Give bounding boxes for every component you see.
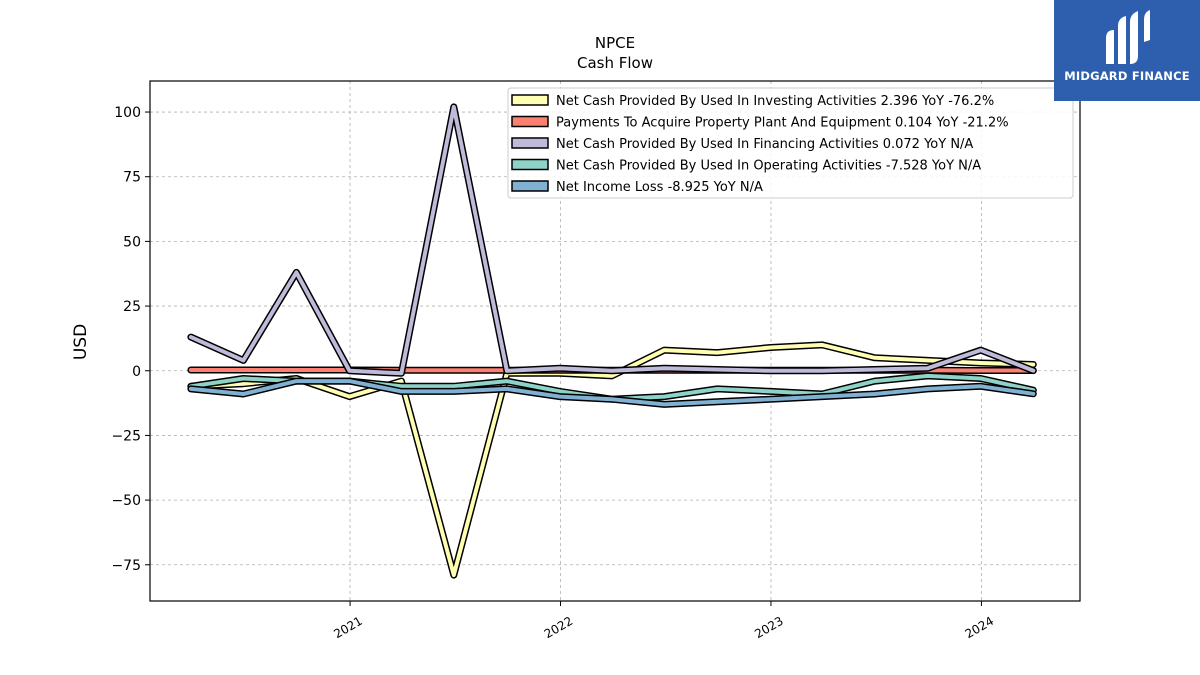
series-line	[188, 104, 1036, 376]
brand-name: MIDGARD FINANCE	[1064, 69, 1190, 83]
legend-label: Net Cash Provided By Used In Financing A…	[556, 137, 973, 152]
legend-label: Net Cash Provided By Used In Operating A…	[556, 159, 981, 174]
y-tick-label: 25	[123, 299, 141, 315]
plot-frame	[149, 80, 1081, 602]
chart-subtitle: Cash Flow	[577, 54, 653, 72]
midgard-logo-icon	[1106, 10, 1150, 64]
legend-swatch	[511, 115, 549, 128]
y-tick-label: −50	[111, 493, 141, 509]
x-tick-label: 2021	[331, 614, 364, 641]
y-tick-label: −25	[111, 428, 141, 444]
legend-label: Net Cash Provided By Used In Investing A…	[556, 94, 994, 109]
x-tick-label: 2023	[752, 614, 785, 641]
y-tick-label: −75	[111, 558, 141, 574]
legend-label: Payments To Acquire Property Plant And E…	[556, 116, 1009, 131]
series-lines	[187, 103, 1037, 579]
legend-label: Net Income Loss -8.925 YoY N/A	[556, 180, 763, 195]
legend-swatch	[511, 137, 549, 149]
x-tick-label: 2024	[963, 614, 996, 641]
chart-title: NPCE	[595, 34, 635, 52]
y-tick-label: 0	[132, 364, 141, 380]
x-tick-label: 2022	[542, 614, 575, 641]
legend-swatch	[511, 94, 549, 106]
y-axis-label: USD	[71, 324, 91, 360]
legend: Net Cash Provided By Used In Investing A…	[507, 87, 1074, 199]
series-line	[188, 342, 1036, 578]
y-tick-label: 100	[114, 105, 141, 121]
legend-box	[507, 87, 1074, 199]
axis-ticks: 100 75 50 25 0 −25 −50 −75 2021 2022 2023 2024	[111, 105, 996, 641]
series-line	[188, 379, 1036, 407]
brand-logo: MIDGARD FINANCE	[1054, 0, 1200, 101]
legend-swatch	[511, 180, 549, 192]
y-tick-label: 50	[123, 234, 141, 250]
legend-swatch	[511, 158, 549, 171]
y-tick-label: 75	[123, 170, 141, 186]
